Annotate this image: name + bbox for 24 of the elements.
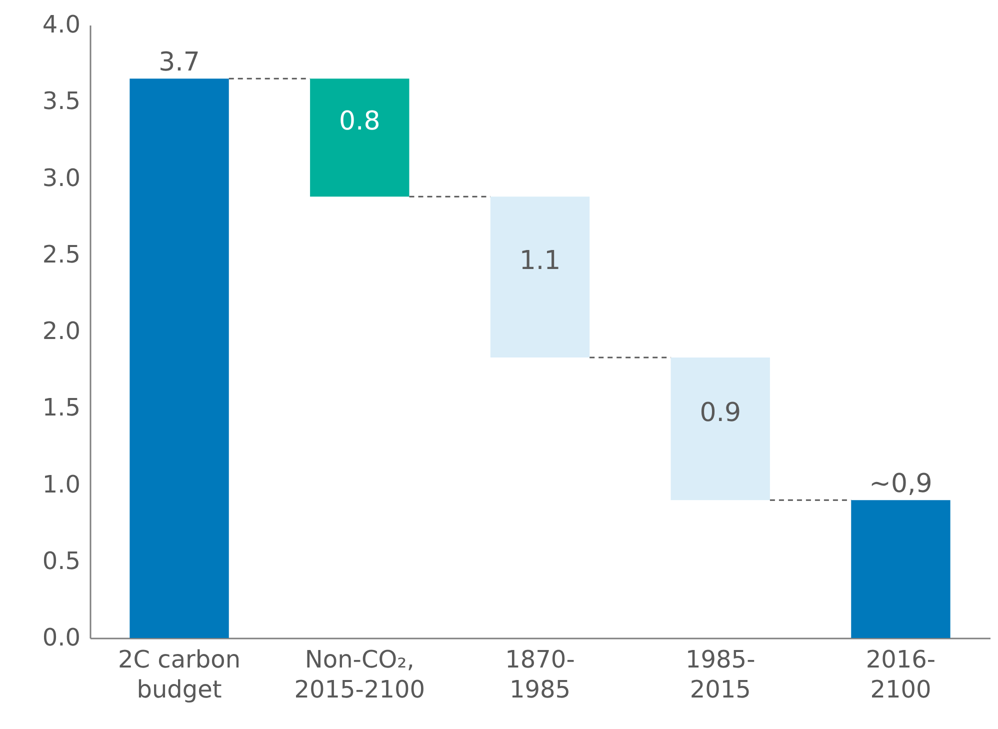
bar (670, 358, 770, 500)
bar (490, 196, 590, 358)
x-tick-label: 2016-2100 (866, 646, 936, 704)
y-tick-label: 3.0 (42, 164, 80, 192)
y-tick-label: 2.0 (42, 317, 80, 345)
x-tick-label: Non-CO₂, 2015-2100 (294, 646, 426, 704)
y-tick-label: 3.5 (42, 87, 80, 116)
x-tick-label: 2C carbon budget (118, 646, 241, 704)
bar (130, 78, 229, 638)
data-label: ~0,9 (869, 469, 932, 500)
bar (310, 78, 410, 197)
y-tick-label: 2.5 (42, 240, 80, 268)
y-tick-label: 1.5 (42, 394, 80, 422)
x-tick-label: 1985-2015 (685, 646, 756, 704)
y-tick-label: 4.0 (42, 10, 80, 38)
data-label: 1.1 (519, 246, 561, 276)
data-label: 3.7 (158, 48, 200, 78)
data-label: 0.9 (700, 398, 742, 428)
data-label: 0.8 (338, 106, 380, 137)
y-tick-label: 0.0 (42, 624, 80, 652)
x-tick-label: 1870-1985 (505, 646, 575, 704)
bar (851, 500, 950, 638)
y-tick-label: 1.0 (42, 470, 80, 498)
y-tick-label: 0.5 (42, 546, 80, 575)
